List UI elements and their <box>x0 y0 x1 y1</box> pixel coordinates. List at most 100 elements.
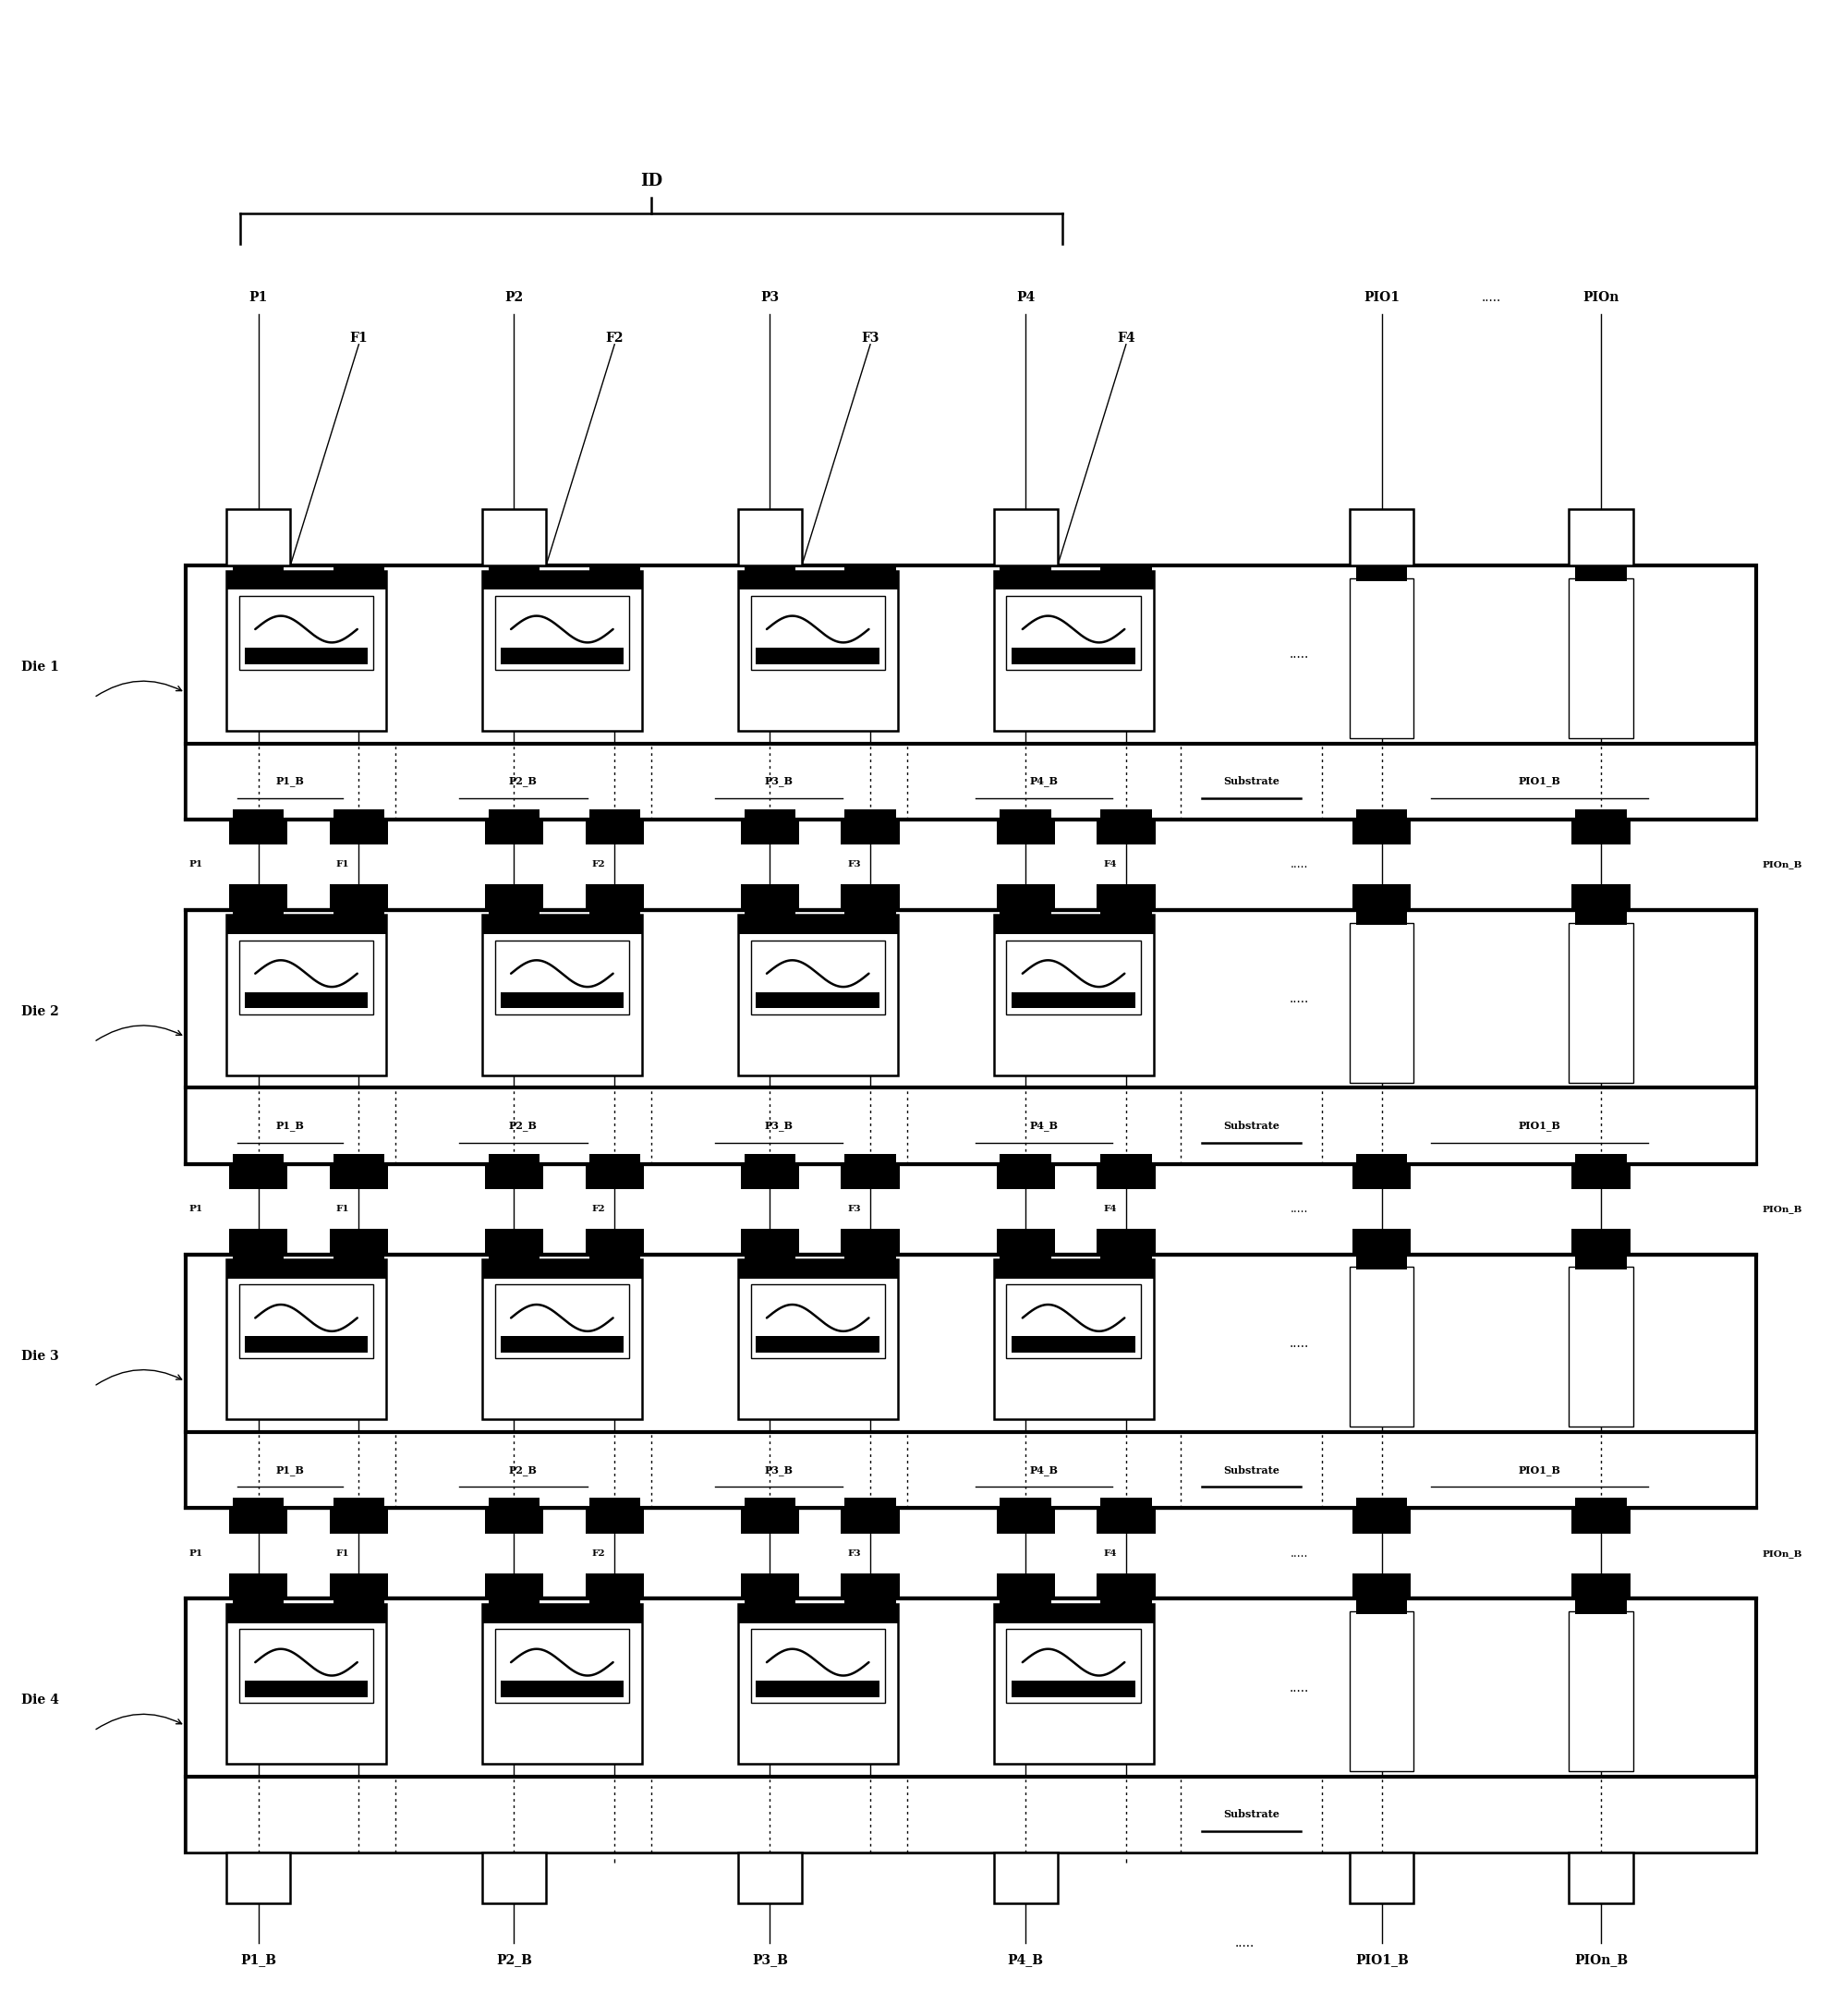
Bar <box>743 1153 795 1163</box>
Bar <box>245 1337 368 1353</box>
Bar <box>1005 939 1141 1014</box>
Bar <box>844 808 895 818</box>
Bar <box>1571 818 1630 845</box>
Bar <box>330 1230 388 1254</box>
Text: P2_B: P2_B <box>509 1466 536 1476</box>
Bar <box>756 1337 879 1353</box>
Bar <box>840 1230 899 1254</box>
Bar <box>489 1599 540 1615</box>
Bar <box>227 915 386 1075</box>
Text: PIOn_B: PIOn_B <box>1761 1206 1802 1214</box>
Bar <box>738 915 897 933</box>
Text: P1_B: P1_B <box>276 776 304 786</box>
Text: P3_B: P3_B <box>764 1466 793 1476</box>
Bar <box>482 1605 641 1764</box>
Bar <box>482 1853 546 1903</box>
Text: F4: F4 <box>1102 1548 1117 1558</box>
Bar <box>1000 1498 1051 1508</box>
Text: PIOn_B: PIOn_B <box>1761 861 1802 869</box>
Bar <box>992 915 1154 1075</box>
Bar <box>740 1230 798 1254</box>
Text: P2_B: P2_B <box>509 1121 536 1131</box>
Bar <box>751 597 884 669</box>
Text: F3: F3 <box>848 861 861 869</box>
Bar <box>738 1605 897 1623</box>
Bar <box>1351 818 1410 845</box>
Text: F4: F4 <box>1102 1206 1117 1214</box>
Text: P3_B: P3_B <box>751 1954 787 1966</box>
Bar <box>233 909 284 925</box>
Bar <box>840 1163 899 1189</box>
Bar <box>494 1629 628 1704</box>
Bar <box>840 1508 899 1534</box>
Bar <box>1349 1266 1414 1427</box>
Bar <box>333 1498 385 1508</box>
Bar <box>330 818 388 845</box>
Bar <box>1349 1611 1414 1772</box>
Text: P1: P1 <box>189 861 203 869</box>
Bar <box>1567 510 1631 566</box>
Bar <box>1000 566 1051 581</box>
Bar <box>240 1629 374 1704</box>
Text: P1: P1 <box>189 1206 203 1214</box>
Text: P1_B: P1_B <box>276 1466 304 1476</box>
Bar <box>482 571 641 730</box>
Text: P2_B: P2_B <box>496 1954 531 1966</box>
Bar <box>330 885 388 909</box>
Text: Substrate: Substrate <box>1223 776 1280 786</box>
Bar <box>743 808 795 818</box>
Bar <box>992 1853 1056 1903</box>
Bar <box>840 885 899 909</box>
Bar <box>996 1572 1055 1599</box>
Text: .....: ..... <box>1291 1548 1307 1560</box>
Text: F2: F2 <box>606 331 623 345</box>
Bar <box>333 1599 385 1615</box>
Bar <box>740 885 798 909</box>
Bar <box>485 885 544 909</box>
Text: .....: ..... <box>1481 290 1500 304</box>
Bar <box>227 571 386 591</box>
Bar <box>844 1153 895 1163</box>
Bar <box>992 1260 1154 1419</box>
Text: Substrate: Substrate <box>1223 1121 1280 1131</box>
Text: PIO1_B: PIO1_B <box>1518 1121 1560 1131</box>
Bar <box>1575 1498 1626 1508</box>
Text: P1: P1 <box>189 1548 203 1558</box>
Bar <box>840 818 899 845</box>
Bar <box>1100 1254 1152 1270</box>
Bar <box>992 1605 1154 1764</box>
Bar <box>245 992 368 1008</box>
Bar <box>738 1605 897 1764</box>
Bar <box>485 818 544 845</box>
Bar <box>1575 1254 1626 1270</box>
Bar <box>1097 1163 1155 1189</box>
Bar <box>1351 1230 1410 1254</box>
Bar <box>1000 808 1051 818</box>
Bar <box>227 1605 386 1764</box>
Text: P4_B: P4_B <box>1029 1121 1058 1131</box>
Bar <box>333 1153 385 1163</box>
Bar <box>485 1508 544 1534</box>
Bar <box>494 597 628 669</box>
Text: Die 1: Die 1 <box>20 661 59 673</box>
Bar <box>1355 1599 1406 1615</box>
Bar <box>590 1599 639 1615</box>
Text: Die 4: Die 4 <box>20 1693 59 1708</box>
Text: P4_B: P4_B <box>1029 776 1058 786</box>
Bar <box>590 909 639 925</box>
Text: P3_B: P3_B <box>764 1121 793 1131</box>
Text: F1: F1 <box>335 1548 350 1558</box>
Bar <box>738 510 802 566</box>
Bar <box>1351 1163 1410 1189</box>
Text: F4: F4 <box>1117 331 1135 345</box>
Text: Die 2: Die 2 <box>20 1006 59 1018</box>
Text: F3: F3 <box>848 1206 861 1214</box>
Text: .....: ..... <box>1289 647 1309 661</box>
Bar <box>482 1260 641 1278</box>
Bar <box>586 1163 643 1189</box>
Bar <box>738 1260 897 1278</box>
Text: PIOn_B: PIOn_B <box>1573 1954 1628 1966</box>
Bar <box>844 566 895 581</box>
Bar <box>245 647 368 663</box>
Bar <box>743 1254 795 1270</box>
